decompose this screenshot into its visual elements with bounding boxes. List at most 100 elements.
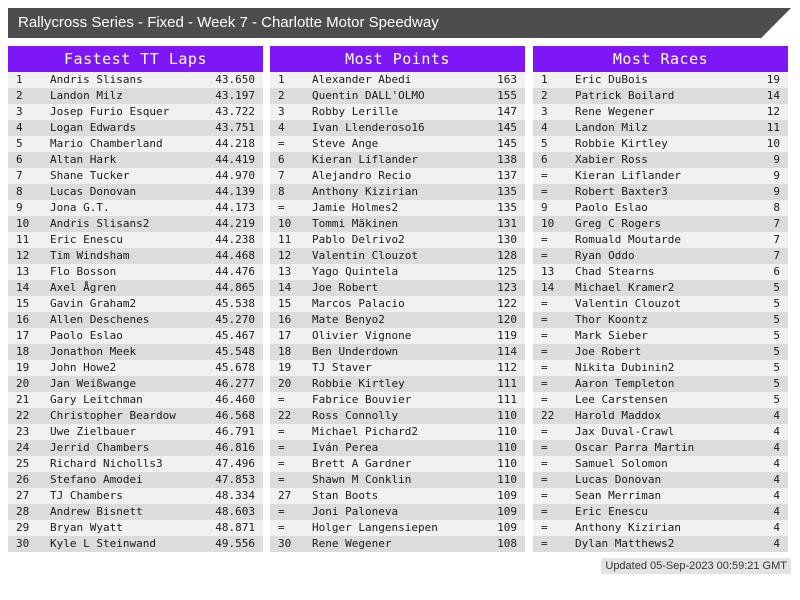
row-value: 46.791 <box>215 425 255 438</box>
row-value: 44.865 <box>215 281 255 294</box>
row-rank: = <box>278 201 285 214</box>
row-rank: 11 <box>16 233 30 246</box>
row-driver-name: Landon Milz <box>50 89 123 102</box>
leaderboard-most-points: Most Points 1 Alexander Abedi 163 2 Quentin … <box>270 46 525 552</box>
row-driver-name: Stan Boots <box>312 489 379 502</box>
table-row: 12 Valentin Clouzot 128 <box>270 248 525 264</box>
row-driver-name: Landon Milz <box>575 121 648 134</box>
row-driver-name: Olivier Vignone <box>312 329 412 342</box>
table-row: 4 Logan Edwards 43.751 <box>8 120 263 136</box>
row-driver-name: Mate Benyo2 <box>312 313 385 326</box>
row-driver-name: Stefano Amodei <box>50 473 143 486</box>
row-value: 46.816 <box>215 441 255 454</box>
row-driver-name: Samuel Solomon <box>575 457 668 470</box>
row-value: 110 <box>497 409 517 422</box>
leaderboard-most-races: Most Races 1 Eric DuBois 19 2 Patrick Boilar… <box>533 46 788 552</box>
row-value: 137 <box>497 169 517 182</box>
row-driver-name: Andrew Bisnett <box>50 505 143 518</box>
row-driver-name: Jamie Holmes2 <box>312 201 399 214</box>
row-driver-name: Allen Deschenes <box>50 313 150 326</box>
row-rank: = <box>541 425 548 438</box>
row-driver-name: Eric DuBois <box>575 73 648 86</box>
row-driver-name: Anthony Kizirian <box>312 185 418 198</box>
table-row: 22 Christopher Beardow 46.568 <box>8 408 263 424</box>
table-row: = Ryan Oddo 7 <box>533 248 788 264</box>
table-row: 19 TJ Staver 112 <box>270 360 525 376</box>
row-rank: 21 <box>16 393 30 406</box>
row-driver-name: Robby Lerille <box>312 105 399 118</box>
row-driver-name: Uwe Zielbauer <box>50 425 137 438</box>
table-row: 2 Landon Milz 43.197 <box>8 88 263 104</box>
row-driver-name: Andris Slisans2 <box>50 217 150 230</box>
table-row: 27 Stan Boots 109 <box>270 488 525 504</box>
row-rank: 18 <box>16 345 30 358</box>
row-driver-name: Harold Maddox <box>575 409 662 422</box>
table-row: = Michael Pichard2 110 <box>270 424 525 440</box>
table-row: = Fabrice Bouvier 111 <box>270 392 525 408</box>
row-driver-name: Aaron Templeton <box>575 377 675 390</box>
row-value: 49.556 <box>215 537 255 550</box>
row-driver-name: Eric Enescu <box>50 233 123 246</box>
table-row: 15 Marcos Palacio 122 <box>270 296 525 312</box>
row-value: 135 <box>497 185 517 198</box>
row-driver-name: Joe Robert <box>312 281 379 294</box>
row-driver-name: Patrick Boilard <box>575 89 675 102</box>
row-rank: 19 <box>278 361 292 374</box>
row-rank: = <box>541 457 548 470</box>
row-value: 109 <box>497 505 517 518</box>
row-value: 111 <box>497 393 517 406</box>
table-row: 30 Rene Wegener 108 <box>270 536 525 552</box>
row-value: 45.467 <box>215 329 255 342</box>
row-driver-name: Rene Wegener <box>575 105 655 118</box>
row-value: 48.603 <box>215 505 255 518</box>
row-value: 5 <box>773 393 780 406</box>
table-row: 1 Alexander Abedi 163 <box>270 72 525 88</box>
table-row: 14 Axel Ågren 44.865 <box>8 280 263 296</box>
table-row: = Robert Baxter3 9 <box>533 184 788 200</box>
table-row: = Brett A Gardner 110 <box>270 456 525 472</box>
row-rank: 2 <box>541 89 548 102</box>
row-value: 43.722 <box>215 105 255 118</box>
row-rank: 27 <box>16 489 30 502</box>
table-row: 23 Uwe Zielbauer 46.791 <box>8 424 263 440</box>
row-value: 44.238 <box>215 233 255 246</box>
row-value: 44.173 <box>215 201 255 214</box>
row-value: 111 <box>497 377 517 390</box>
row-driver-name: Rene Wegener <box>312 537 392 550</box>
row-rank: = <box>541 313 548 326</box>
row-rank: = <box>278 425 285 438</box>
row-driver-name: Ross Connolly <box>312 409 399 422</box>
row-value: 112 <box>497 361 517 374</box>
row-rank: 22 <box>278 409 292 422</box>
row-value: 9 <box>773 153 780 166</box>
row-rank: = <box>541 169 548 182</box>
leaderboard-fastest-tt-laps: Fastest TT Laps 1 Andris Slisans 43.650 2 La… <box>8 46 263 552</box>
table-row: 26 Stefano Amodei 47.853 <box>8 472 263 488</box>
row-value: 4 <box>773 521 780 534</box>
row-rank: 1 <box>541 73 548 86</box>
row-value: 43.650 <box>215 73 255 86</box>
row-rank: 4 <box>278 121 285 134</box>
table-row: = Jax Duval-Crawl 4 <box>533 424 788 440</box>
row-driver-name: Robert Baxter3 <box>575 185 668 198</box>
row-value: 48.871 <box>215 521 255 534</box>
row-driver-name: Michael Pichard2 <box>312 425 418 438</box>
row-value: 46.277 <box>215 377 255 390</box>
row-driver-name: Chad Stearns <box>575 265 655 278</box>
table-row: 30 Kyle L Steinwand 49.556 <box>8 536 263 552</box>
row-value: 4 <box>773 505 780 518</box>
table-row: = Mark Sieber 5 <box>533 328 788 344</box>
table-row: 17 Olivier Vignone 119 <box>270 328 525 344</box>
row-rank: 17 <box>278 329 292 342</box>
table-row: 14 Joe Robert 123 <box>270 280 525 296</box>
row-driver-name: Paolo Eslao <box>50 329 123 342</box>
row-driver-name: Kieran Liflander <box>312 153 418 166</box>
row-rank: = <box>541 345 548 358</box>
row-rank: 11 <box>278 233 292 246</box>
row-rank: 10 <box>16 217 30 230</box>
row-driver-name: Valentin Clouzot <box>312 249 418 262</box>
row-value: 44.970 <box>215 169 255 182</box>
table-row: 9 Jona G.T. 44.173 <box>8 200 263 216</box>
row-driver-name: Christopher Beardow <box>50 409 176 422</box>
row-driver-name: Marcos Palacio <box>312 297 405 310</box>
